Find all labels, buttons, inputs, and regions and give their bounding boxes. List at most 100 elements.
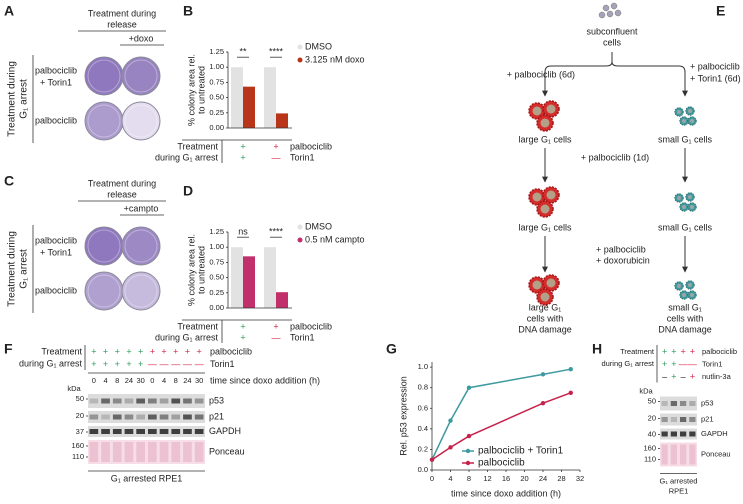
band <box>89 398 99 404</box>
time-label: 30 <box>136 376 144 385</box>
sign: + <box>273 321 278 331</box>
band <box>689 444 696 465</box>
blot-strip <box>660 442 697 467</box>
dish-rim <box>87 59 121 93</box>
band <box>661 444 668 465</box>
sign: — <box>160 359 169 369</box>
nucleus <box>688 283 692 287</box>
band <box>194 414 204 420</box>
bar <box>231 67 243 128</box>
band <box>136 414 145 420</box>
row-label: palbociclib <box>35 65 77 75</box>
dish-rim <box>124 274 158 308</box>
sign: + <box>662 359 667 369</box>
blot-strip <box>660 413 697 426</box>
bar <box>276 292 288 308</box>
y-tick-label: 1.00 <box>209 62 224 71</box>
panel-label: E <box>716 3 725 19</box>
band <box>89 414 99 420</box>
blot-label: Ponceau <box>209 446 245 456</box>
row-name: palbociclib <box>210 346 252 356</box>
y-tick-label: 0.75 <box>209 257 224 266</box>
time-label: 8 <box>174 376 178 385</box>
band <box>171 429 181 434</box>
row-name: palbociclib <box>290 141 332 151</box>
edge-label: + Torin1 (6d) <box>690 73 741 83</box>
blot-strip <box>88 411 205 423</box>
edge-label: + palbociclib (1d) <box>581 152 649 162</box>
x-tick-label: 28 <box>557 474 565 483</box>
time-label: 4 <box>162 376 166 385</box>
table-title: during G₁ arrest <box>601 359 654 368</box>
y-tick-label: 0.4 <box>418 424 428 433</box>
legend-label: DMSO <box>305 221 332 231</box>
y-axis-label: % colony area rel. <box>186 54 196 126</box>
band <box>148 429 157 434</box>
panel-label: D <box>183 183 193 199</box>
bar <box>264 247 276 308</box>
band <box>136 398 145 404</box>
node: DNA damage <box>518 324 572 334</box>
band <box>670 417 677 422</box>
blot-label: GAPDH <box>209 426 241 436</box>
bar <box>264 67 276 128</box>
nucleus <box>677 284 681 288</box>
blot-label: p53 <box>701 398 714 407</box>
time-label: 4 <box>103 376 107 385</box>
panel-label: G <box>386 341 397 357</box>
node: small G₁ <box>668 302 702 312</box>
time-axis-label: time since doxo addition (h) <box>210 375 320 385</box>
drug-label: +campto <box>124 203 159 213</box>
significance: ns <box>238 227 248 237</box>
side-label: Treatment during <box>7 231 18 307</box>
table-title: Treatment <box>177 321 218 331</box>
sign: + <box>690 346 695 356</box>
dish <box>121 226 161 266</box>
kda-marker: 160 <box>71 441 84 450</box>
kda-marker: 110 <box>644 454 656 463</box>
band <box>124 442 134 462</box>
kda-marker: 110 <box>72 452 84 461</box>
sign: — <box>183 359 192 369</box>
time-label: 30 <box>195 376 203 385</box>
nucleus <box>532 280 542 290</box>
nucleus <box>546 104 556 114</box>
sign: + <box>240 141 245 151</box>
band <box>680 417 687 422</box>
x-tick-label: 20 <box>520 474 528 483</box>
band <box>183 398 192 404</box>
blot-strip <box>88 440 205 464</box>
y-tick-label: 0.25 <box>209 288 224 297</box>
sign: + <box>138 346 143 356</box>
band <box>148 414 157 420</box>
nucleus <box>546 190 556 200</box>
sign: + <box>240 332 245 342</box>
y-tick-label: 0.75 <box>209 77 224 86</box>
row-name: palbociclib <box>290 321 332 331</box>
band <box>194 398 204 404</box>
dish <box>84 271 124 311</box>
nucleus <box>677 196 681 200</box>
legend-label: 3.125 nM doxo <box>305 54 365 64</box>
point <box>540 372 546 377</box>
legend-marker <box>297 44 303 50</box>
cells-label: RPE1 <box>669 486 689 495</box>
drug-label: +doxo <box>129 33 154 43</box>
node: DNA damage <box>658 324 712 334</box>
band <box>689 401 696 406</box>
point <box>448 418 453 423</box>
sign: — <box>272 152 281 162</box>
nucleus <box>540 204 550 214</box>
band <box>89 429 99 434</box>
point <box>466 385 472 390</box>
band <box>159 414 169 420</box>
row-label: palbociclib <box>35 285 77 295</box>
header: release <box>107 189 137 199</box>
node: large G₁ cells <box>518 222 572 232</box>
bar <box>276 113 288 128</box>
nucleus <box>688 109 692 113</box>
row-name: Torin1 <box>290 332 315 342</box>
blot-label: p21 <box>209 411 224 421</box>
sign: + <box>690 371 695 381</box>
